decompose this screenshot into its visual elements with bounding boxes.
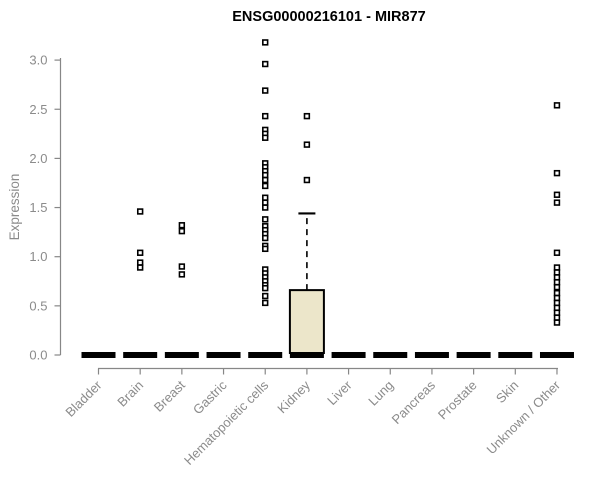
outlier-point <box>553 319 561 326</box>
outlier-point <box>262 60 269 68</box>
outlier-point <box>262 234 269 242</box>
median-bar <box>498 352 533 358</box>
outlier-point <box>303 141 311 148</box>
outlier-point <box>553 269 561 276</box>
median-bar <box>331 352 366 358</box>
category-label: Breast <box>151 377 188 414</box>
box <box>288 289 325 355</box>
outlier-point <box>262 292 269 300</box>
outlier-point <box>136 208 144 215</box>
median-bar <box>414 352 449 358</box>
outlier-point <box>553 294 561 302</box>
outlier-point <box>178 263 186 270</box>
y-axis-label: Expression <box>7 174 22 241</box>
outlier-point <box>303 176 311 184</box>
outlier-point <box>262 39 269 46</box>
category-label: Kidney <box>274 377 313 416</box>
median-bar <box>456 352 491 358</box>
outlier-point <box>553 279 561 286</box>
median-bar <box>206 352 241 358</box>
outlier-point <box>262 87 269 94</box>
category-label: Skin <box>493 378 521 406</box>
outlier-point <box>262 182 269 190</box>
outlier-point <box>262 176 269 184</box>
outlier-point <box>553 249 561 256</box>
outlier-point <box>262 216 269 223</box>
y-tick-label: 2.0 <box>29 151 47 166</box>
outlier-point <box>553 289 561 297</box>
chart-title: ENSG00000216101 - MIR877 <box>232 9 425 25</box>
outlier-point <box>262 134 269 141</box>
outlier-point <box>553 314 561 321</box>
outlier-point <box>553 274 561 281</box>
outlier-point <box>262 245 269 253</box>
category-label: Prostate <box>435 378 480 423</box>
category-label: Brain <box>114 378 146 410</box>
outlier-point <box>553 304 561 312</box>
outlier-point <box>553 299 561 307</box>
outlier-point <box>136 264 144 271</box>
outlier-point <box>262 284 269 292</box>
category-label: Lung <box>365 378 396 409</box>
outlier-point <box>553 102 561 109</box>
median-bar <box>289 352 324 358</box>
outlier-point <box>262 194 269 201</box>
outlier-point <box>262 299 269 307</box>
median-bar <box>373 352 408 358</box>
y-tick-label: 1.0 <box>29 249 47 264</box>
outlier-point <box>553 169 561 177</box>
outlier-point <box>178 271 186 278</box>
y-tick-label: 2.5 <box>29 102 47 117</box>
outlier-point <box>262 112 269 120</box>
outlier-point <box>553 264 561 271</box>
y-tick-label: 0.0 <box>29 348 47 363</box>
outlier-point <box>553 199 561 206</box>
category-label: Bladder <box>62 377 105 420</box>
y-tick-label: 0.5 <box>29 298 47 313</box>
y-tick-label: 3.0 <box>29 53 47 68</box>
y-tick-label: 1.5 <box>29 200 47 215</box>
outlier-point <box>178 222 186 229</box>
outlier-point <box>303 112 311 120</box>
outlier-point <box>262 171 269 179</box>
median-bar <box>164 352 199 358</box>
outlier-point <box>178 227 186 235</box>
median-bar <box>539 352 574 358</box>
category-label: Liver <box>324 377 355 408</box>
median-bar <box>248 352 283 358</box>
outlier-point <box>136 259 144 266</box>
category-label: Pancreas <box>389 377 439 427</box>
outlier-point <box>553 309 561 316</box>
outlier-point <box>262 199 269 206</box>
outlier-point <box>553 283 561 291</box>
outlier-point <box>553 191 561 198</box>
outlier-point <box>136 249 144 256</box>
median-bar <box>81 352 116 358</box>
median-bar <box>123 352 158 358</box>
outlier-point <box>262 204 269 211</box>
category-label: Unknown / Other <box>484 377 564 457</box>
plot-area: 0.0 0.5 1.0 1.5 2.0 2.5 3.0 Bladder Brain Breast G… <box>29 39 574 468</box>
category-label: Gastric <box>190 377 230 417</box>
